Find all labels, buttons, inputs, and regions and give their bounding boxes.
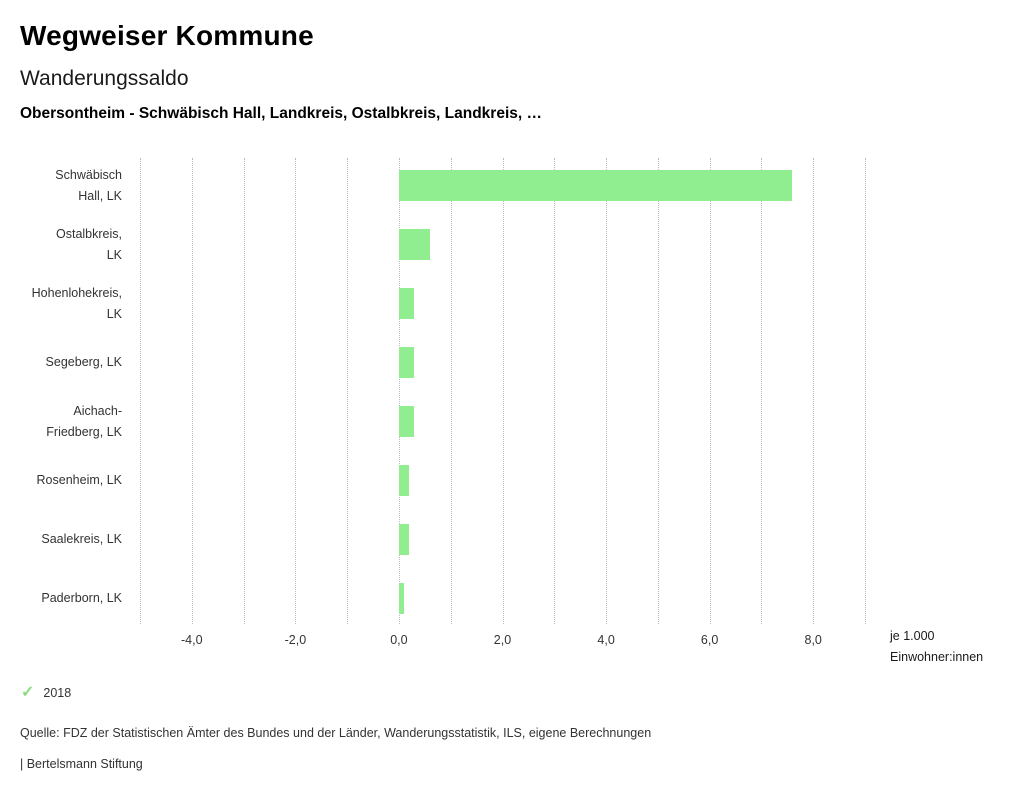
x-tick-label: 6,0 <box>700 633 719 647</box>
gridline <box>191 158 193 624</box>
gridline <box>606 158 608 624</box>
category-label: Hohenlohekreis, LK <box>31 285 122 321</box>
x-tick-label: 0,0 <box>390 633 408 647</box>
axis-unit-line-2: Einwohner:innen <box>890 650 984 664</box>
gridline <box>450 158 452 624</box>
chart-comparison-subtitle: Obersontheim - Schwäbisch Hall, Landkrei… <box>20 105 542 122</box>
gridline <box>502 158 504 624</box>
bar[interactable] <box>398 229 430 260</box>
gridline <box>295 158 297 624</box>
category-labels: Schwäbisch Hall, LK Ostalbkreis, LK Hohenloh… <box>0 156 131 628</box>
category-label: Segeberg, LK <box>45 355 122 369</box>
attribution-text: | Bertelsmann Stiftung <box>20 757 143 771</box>
x-tick-label: 8,0 <box>804 633 822 647</box>
gridline <box>865 158 866 624</box>
bar[interactable] <box>398 465 410 496</box>
legend-item-2018[interactable]: ✓ 2018 <box>21 685 71 701</box>
category-label: Paderborn, LK <box>41 591 122 605</box>
gridline <box>761 158 763 624</box>
bar[interactable] <box>398 583 405 614</box>
gridline <box>813 158 815 624</box>
bar[interactable] <box>398 170 793 201</box>
chart-title: Wanderungssaldo <box>20 67 189 90</box>
axis-unit-label: je 1.000 Einwohner:innen <box>890 626 983 668</box>
source-text: Quelle: FDZ der Statistischen Ämter des … <box>20 726 652 740</box>
legend-year-label: 2018 <box>43 686 72 700</box>
gridline <box>243 158 245 624</box>
bar[interactable] <box>398 406 415 437</box>
category-label: Aichach- Friedberg, LK <box>46 403 122 439</box>
axis-unit-line-1: je 1.000 <box>890 629 935 643</box>
x-tick-label: 2,0 <box>493 633 512 647</box>
category-label: Schwäbisch Hall, LK <box>55 167 122 203</box>
header: Wegweiser Kommune Wanderungssaldo Oberso… <box>20 20 980 123</box>
gridline <box>554 158 556 624</box>
x-tick-label: -4,0 <box>181 633 203 647</box>
bar[interactable] <box>398 288 415 319</box>
gridline <box>657 158 659 624</box>
gridline <box>709 158 711 624</box>
x-axis: -4,0 -2,0 0,0 2,0 4,0 6,0 8,0 <box>140 633 865 651</box>
gridline <box>347 158 349 624</box>
category-label: Rosenheim, LK <box>36 473 122 487</box>
gridline <box>398 158 400 624</box>
category-label: Saalekreis, LK <box>41 532 122 546</box>
bar[interactable] <box>398 347 415 378</box>
x-tick-label: -2,0 <box>284 633 307 647</box>
bar[interactable] <box>398 524 410 555</box>
x-tick-label: 4,0 <box>597 633 615 647</box>
plot-area <box>140 156 866 628</box>
gridline <box>140 158 141 624</box>
app-title: Wegweiser Kommune <box>20 20 314 51</box>
check-icon: ✓ <box>21 684 35 701</box>
category-label: Ostalbkreis, LK <box>56 226 122 262</box>
